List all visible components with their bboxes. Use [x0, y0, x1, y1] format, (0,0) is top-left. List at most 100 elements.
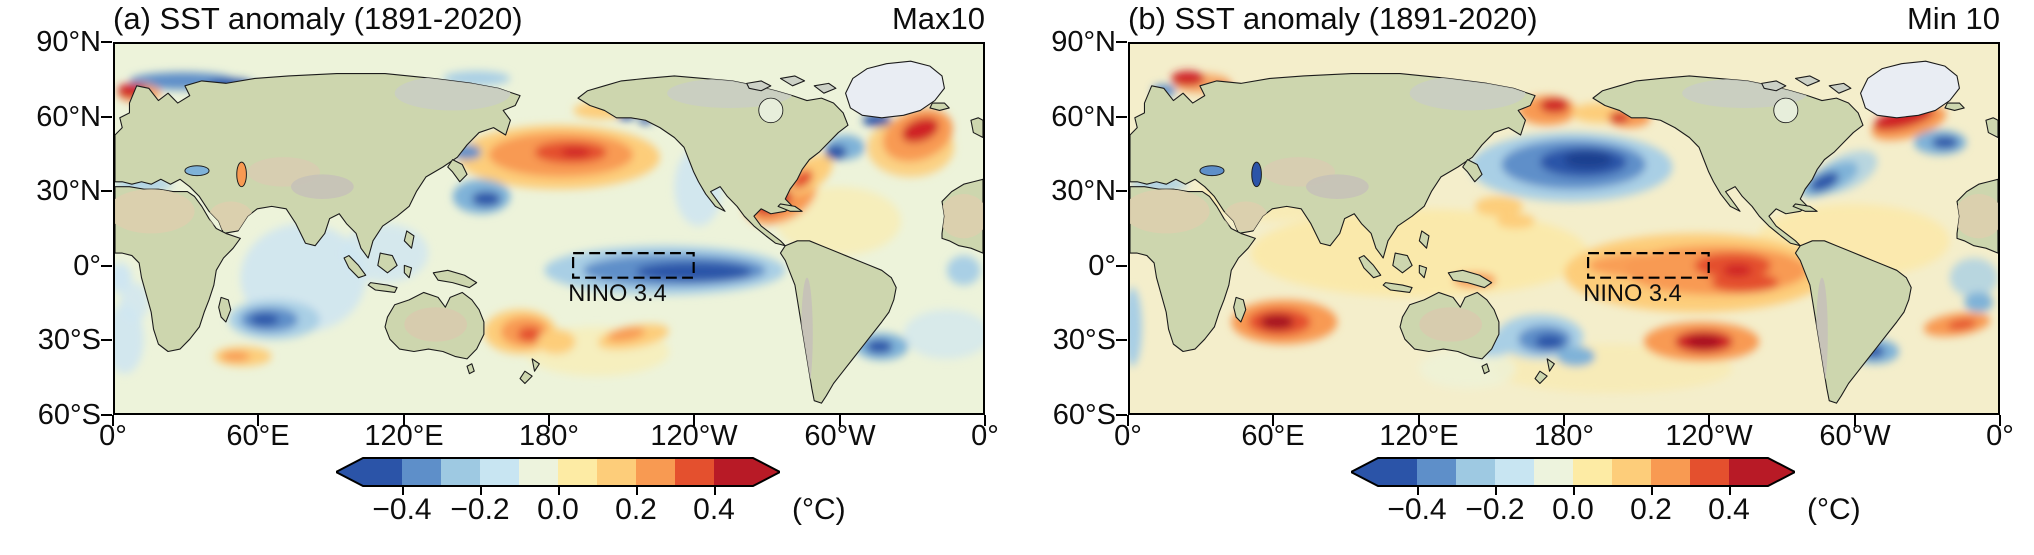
panel-b-title: (b) SST anomaly (1891-2020) [1128, 1, 1538, 36]
panel-a-ytick-label: 90°N [36, 26, 101, 58]
colorbar-segment [558, 458, 597, 486]
y-tick-mark [101, 265, 112, 267]
colorbar-segment [1417, 458, 1456, 486]
colorbar-segment [597, 458, 636, 486]
colorbar-tick-label: 0.2 [1630, 493, 1672, 526]
black-sea [184, 165, 210, 177]
panel-b-xtick-label: 180° [1534, 420, 1594, 452]
panel-b-xtick-label: 60°W [1819, 420, 1891, 452]
colorbar-segment [1534, 458, 1573, 486]
colorbar-tick-label: −0.4 [372, 493, 432, 526]
colorbar-segment [1495, 458, 1534, 486]
colorbar-segment [714, 458, 753, 486]
caspian-sea [236, 161, 247, 188]
panel-b-tag: Min 10 [1906, 1, 2000, 36]
panel-a-map-canvas: NINO 3.4 [115, 44, 983, 413]
y-tick-mark [1116, 190, 1127, 192]
colorbar-tick-label: −0.2 [450, 493, 510, 526]
x-tick-mark [1563, 415, 1565, 426]
x-tick-mark [693, 415, 695, 426]
y-tick-mark [101, 414, 112, 416]
colorbar-unit-label: (°C) [1807, 493, 1861, 526]
panel-b-nino34-label: NINO 3.4 [1583, 280, 1681, 307]
y-tick-mark [101, 41, 112, 43]
colorbar-tick-label: 0.4 [1708, 493, 1750, 526]
colorbar-segment [675, 458, 714, 486]
panel-a-xtick-label: 60°W [804, 420, 876, 452]
colorbar-right-arrow [1768, 458, 1795, 486]
panel-b-ytick-label: 90°N [1051, 26, 1116, 58]
colorbar-segment [519, 458, 558, 486]
panel-a-nino34-label: NINO 3.4 [568, 280, 666, 307]
y-tick-mark [101, 190, 112, 192]
panel-a-ytick-label: 60°N [36, 101, 101, 133]
x-tick-mark [548, 415, 550, 426]
colorbar-left-arrow [336, 458, 363, 486]
panel-b-xtick-label: 0° [1114, 420, 1142, 452]
x-tick-mark [839, 415, 841, 426]
panel-b-xtick-label: 0° [1986, 420, 2014, 452]
panel-b-ytick-label: 60°S [1052, 399, 1116, 431]
panel-b-map-canvas: NINO 3.4 [1130, 44, 1998, 413]
panel-a-xtick-label: 120°W [650, 420, 738, 452]
x-tick-mark [984, 415, 986, 426]
panel-a-xtick-label: 180° [519, 420, 579, 452]
x-tick-mark [1418, 415, 1420, 426]
y-tick-mark [1116, 265, 1127, 267]
colorbar-segment [1729, 458, 1768, 486]
x-tick-mark [112, 415, 114, 426]
panel-a-ytick-label: 30°S [37, 324, 101, 356]
panel-b-xtick-label: 120°W [1665, 420, 1753, 452]
x-tick-mark [1999, 415, 2001, 426]
panel-b-xtick-label: 60°E [1241, 420, 1305, 452]
panel-a-tag: Max10 [891, 1, 985, 36]
panel-b-nino34-box [1587, 251, 1710, 279]
colorbar-tick-mark [1495, 487, 1497, 495]
panel-b-xtick-label: 120°E [1379, 420, 1459, 452]
panel-b-ytick-label: 30°N [1051, 175, 1116, 207]
y-tick-mark [101, 116, 112, 118]
y-tick-mark [101, 339, 112, 341]
panel-a-anomaly-field [115, 71, 983, 377]
colorbar-tick-label: −0.4 [1387, 493, 1447, 526]
colorbar-tick-mark [480, 487, 482, 495]
panel-a-ytick-label: 60°S [37, 399, 101, 431]
x-tick-mark [1854, 415, 1856, 426]
panel-b-ytick-label: 30°S [1052, 324, 1116, 356]
colorbar-tick-label: 0.0 [1552, 493, 1594, 526]
colorbar-segment [363, 458, 402, 486]
x-tick-mark [1708, 415, 1710, 426]
caspian-sea [1251, 161, 1262, 188]
colorbar-tick-mark [714, 487, 716, 495]
y-tick-mark [1116, 41, 1127, 43]
panel-b-map: NINO 3.4 [1128, 42, 2000, 415]
colorbar-segment [1612, 458, 1651, 486]
panel-a-xtick-label: 60°E [226, 420, 290, 452]
x-tick-mark [1127, 415, 1129, 426]
panel-a-xtick-label: 120°E [364, 420, 444, 452]
colorbar-segment [1456, 458, 1495, 486]
y-tick-mark [1116, 339, 1127, 341]
y-tick-mark [1116, 414, 1127, 416]
colorbar-tick-mark [1573, 487, 1575, 495]
colorbar-tick-mark [558, 487, 560, 495]
y-tick-mark [1116, 116, 1127, 118]
colorbar-segment [480, 458, 519, 486]
colorbar-segment [402, 458, 441, 486]
colorbar-tick-label: 0.4 [693, 493, 735, 526]
colorbar-tick-label: 0.2 [615, 493, 657, 526]
colorbar-right-arrow [753, 458, 780, 486]
colorbar-tick-mark [636, 487, 638, 495]
colorbar-tick-mark [1729, 487, 1731, 495]
colorbar-tick-mark [1651, 487, 1653, 495]
x-tick-mark [1272, 415, 1274, 426]
colorbar-segment [441, 458, 480, 486]
colorbar-segment [1378, 458, 1417, 486]
colorbar-unit-label: (°C) [792, 493, 846, 526]
colorbar-segment [1690, 458, 1729, 486]
black-sea [1199, 165, 1225, 177]
x-tick-mark [403, 415, 405, 426]
panel-b-ytick-label: 60°N [1051, 101, 1116, 133]
panel-a-title: (a) SST anomaly (1891-2020) [113, 1, 523, 36]
